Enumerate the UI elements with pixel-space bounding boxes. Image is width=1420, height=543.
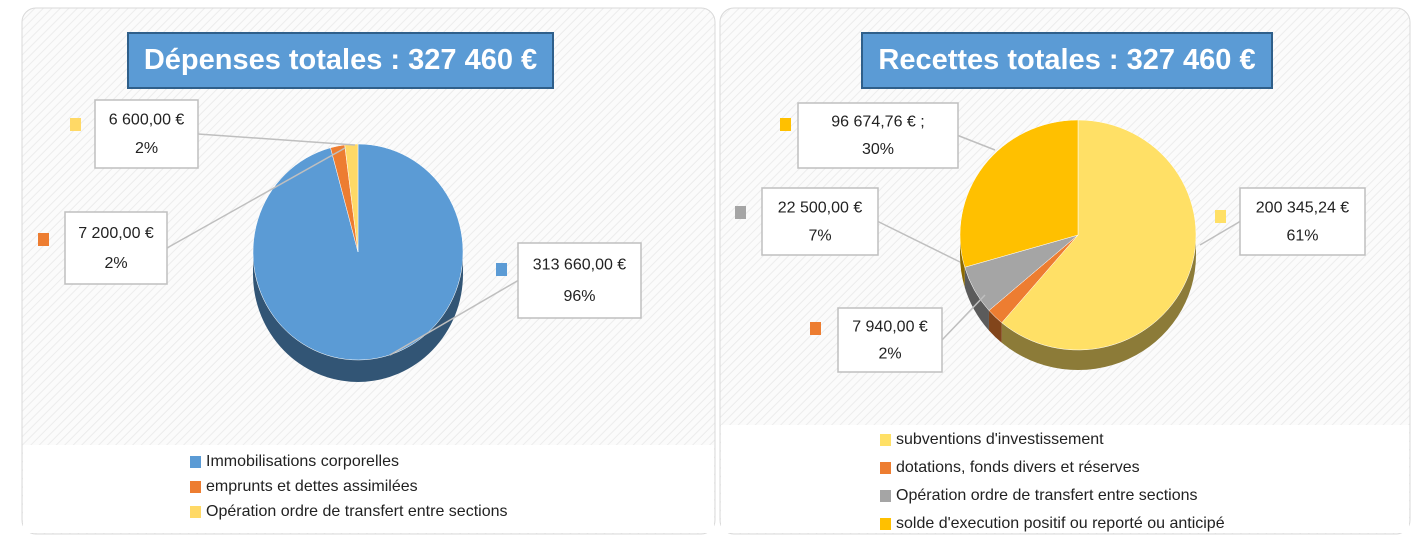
- title-box: [861, 32, 1273, 89]
- label-key: [70, 118, 81, 131]
- leader-line: [166, 147, 346, 249]
- label-box: [837, 307, 943, 373]
- leader-line: [197, 133, 356, 146]
- percent-label: 2%: [104, 255, 127, 272]
- legend-swatch: [880, 490, 891, 502]
- title-box: [127, 32, 554, 89]
- label-box: [64, 211, 168, 285]
- legend-swatch: [190, 506, 201, 518]
- legend-label: Immobilisations corporelles: [206, 453, 399, 470]
- value-label: 200 345,24 €: [1256, 199, 1350, 216]
- value-label: 6 600,00 €: [109, 112, 185, 129]
- percent-label: 2%: [878, 345, 901, 362]
- legend-label: subventions d'investissement: [896, 431, 1104, 448]
- slice-side: [988, 310, 1002, 343]
- label-key: [1215, 210, 1226, 223]
- value-label: 7 200,00 €: [78, 225, 154, 242]
- label-key: [780, 118, 791, 131]
- legend-label: solde d'execution positif ou reporté ou …: [896, 515, 1225, 532]
- chart-title: Dépenses totales : 327 460 €: [144, 44, 537, 76]
- slice: [959, 119, 1079, 268]
- leader-line: [941, 294, 986, 341]
- label-box: [797, 102, 959, 169]
- slice-side: [1001, 235, 1196, 370]
- percent-label: 30%: [862, 141, 894, 158]
- legend-swatch: [190, 481, 201, 493]
- label-box: [761, 187, 879, 256]
- value-label: 96 674,76 € ;: [831, 114, 924, 131]
- legend-label: dotations, fonds divers et réserves: [896, 459, 1140, 476]
- percent-label: 7%: [808, 227, 831, 244]
- value-label: 7 940,00 €: [852, 318, 928, 335]
- label-key: [496, 263, 507, 276]
- legend-label: Opération ordre de transfert entre secti…: [896, 487, 1198, 504]
- percent-label: 61%: [1286, 227, 1318, 244]
- label-key: [810, 322, 821, 335]
- label-key: [735, 206, 746, 219]
- legend-label: emprunts et dettes assimilées: [206, 478, 418, 495]
- legend-swatch: [880, 434, 891, 446]
- legend-label: Opération ordre de transfert entre secti…: [206, 503, 508, 520]
- leader-line: [389, 279, 519, 356]
- legend-swatch: [880, 518, 891, 530]
- legend-area: [23, 445, 714, 533]
- chart-title: Recettes totales : 327 460 €: [878, 44, 1255, 76]
- value-label: 22 500,00 €: [778, 199, 863, 216]
- legend-area: [721, 425, 1409, 533]
- label-box: [1239, 187, 1366, 256]
- label-box: [517, 242, 642, 319]
- value-label: 313 660,00 €: [533, 257, 627, 274]
- leader-line: [957, 134, 996, 151]
- legend-swatch: [880, 462, 891, 474]
- label-key: [38, 233, 49, 246]
- slice-side: [960, 235, 965, 288]
- percent-label: 96%: [563, 288, 595, 305]
- slice: [1001, 119, 1197, 351]
- label-box: [94, 99, 199, 169]
- leader-line: [1199, 220, 1241, 246]
- slice-side: [253, 252, 463, 382]
- leader-line: [877, 220, 961, 263]
- percent-label: 2%: [135, 140, 158, 157]
- legend-swatch: [190, 456, 201, 468]
